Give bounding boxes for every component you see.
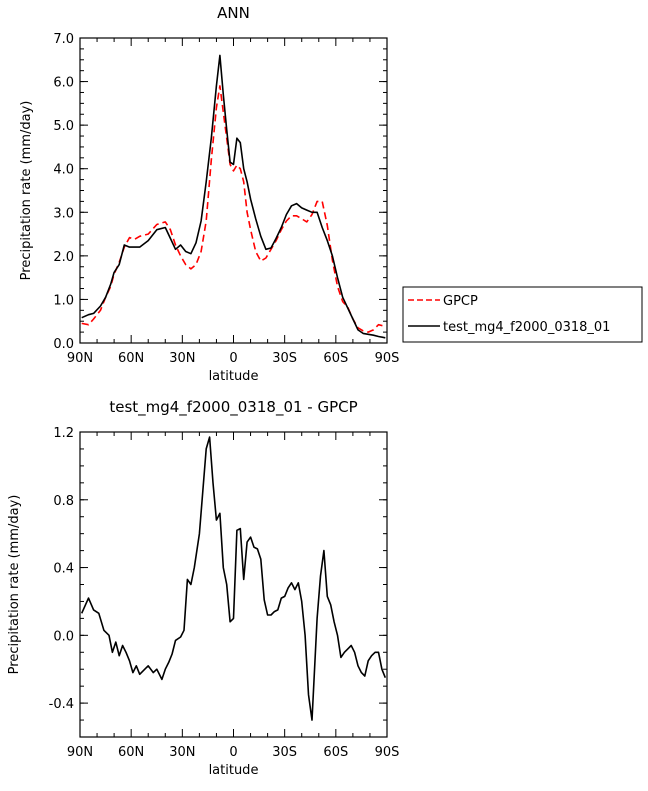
series-line-test-mg4-f2000-0318-01 [81, 54, 386, 339]
legend: GPCP test_mg4_f2000_0318_01 [402, 286, 643, 343]
legend-label: test_mg4_f2000_0318_01 [443, 320, 610, 335]
x-tick-label: 30N [169, 351, 195, 366]
y-tick-label: 4.0 [53, 163, 74, 178]
x-tick-label: 0 [229, 351, 237, 366]
y-axis-label: Precipitation rate (mm/day) [7, 495, 22, 675]
x-tick-label: 30S [272, 351, 297, 366]
y-tick-label: 2.0 [53, 250, 74, 265]
x-axis-label: latitude [209, 369, 259, 384]
y-tick-label: 3.0 [53, 206, 74, 221]
legend-box [402, 286, 643, 343]
y-tick-label: -0.4 [49, 697, 74, 712]
y-tick-label: 1.2 [53, 426, 74, 441]
series-line-gpcp [81, 85, 386, 333]
y-tick-label: 6.0 [53, 76, 74, 91]
x-tick-label: 60N [118, 745, 144, 760]
y-tick-label: 0.8 [53, 494, 74, 509]
y-tick-label: 7.0 [53, 32, 74, 47]
x-axis-label: latitude [209, 763, 259, 778]
difference-panel: 90N 60N 30N 0 30S 60S 90S -0.4 0.0 0.4 0.8 1.2 test_… [7, 398, 399, 778]
y-tick-label: 0.0 [53, 337, 74, 352]
x-tick-label: 60S [323, 351, 348, 366]
y-tick-label: 1.0 [53, 293, 74, 308]
chart-title: test_mg4_f2000_0318_01 - GPCP [109, 398, 357, 417]
x-tick-label: 30S [272, 745, 297, 760]
y-tick-label: 0.0 [53, 629, 74, 644]
y-axis-label: Precipitation rate (mm/day) [19, 101, 34, 281]
series-line-difference [80, 436, 387, 721]
plot-frame [79, 431, 388, 738]
x-tick-label: 90S [375, 745, 400, 760]
x-tick-label: 30N [169, 745, 195, 760]
y-tick-label: 0.4 [53, 562, 74, 577]
x-tick-label: 90S [375, 351, 400, 366]
legend-label: GPCP [443, 294, 478, 309]
x-tick-label: 90N [67, 351, 93, 366]
x-tick-label: 0 [229, 745, 237, 760]
y-tick-label: 5.0 [53, 119, 74, 134]
x-tick-label: 60N [118, 351, 144, 366]
plot-frame [79, 37, 388, 344]
x-tick-label: 90N [67, 745, 93, 760]
x-tick-label: 60S [323, 745, 348, 760]
chart-title: ANN [217, 4, 250, 22]
mean-precipitation-panel: 90N 60N 30N 0 30S 60S 90S 0.0 1.0 2.0 3.0 4.0 5.0 6.0… [19, 4, 643, 384]
